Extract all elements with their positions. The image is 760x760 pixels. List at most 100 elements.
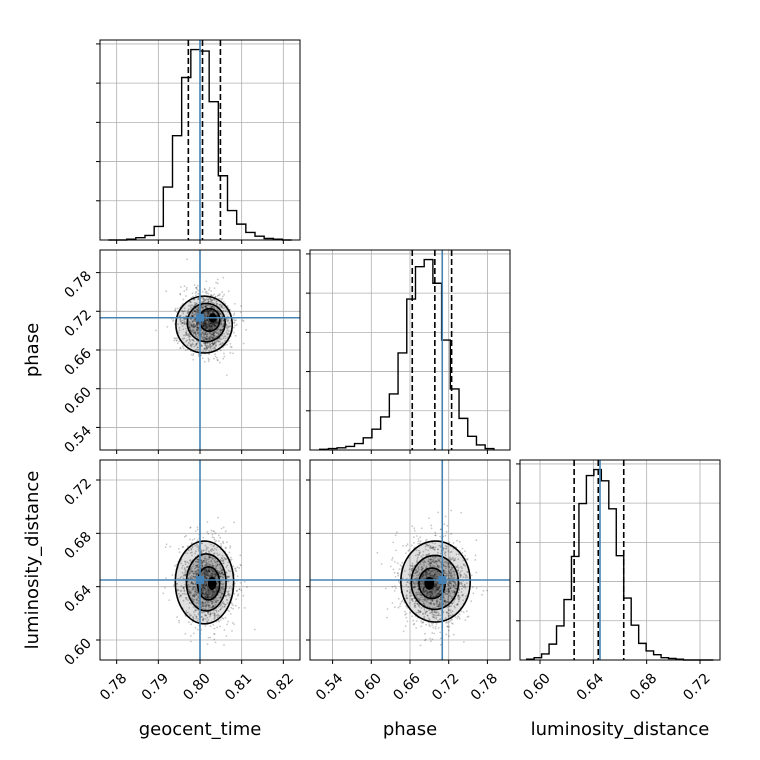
sample-point [201, 301, 203, 303]
sample-point [430, 527, 433, 530]
sample-point [184, 633, 187, 635]
sample-point [214, 573, 217, 575]
sample-point [417, 609, 420, 612]
sample-point [189, 538, 191, 541]
sample-point [210, 325, 212, 328]
sample-point [458, 600, 460, 603]
sample-point [220, 527, 223, 530]
sample-point [211, 573, 214, 575]
sample-point [183, 573, 185, 576]
sample-point [201, 600, 204, 603]
sample-point [214, 588, 217, 591]
sample-point [181, 571, 184, 574]
sample-point [427, 545, 430, 547]
sample-point [433, 548, 436, 551]
sample-point [221, 334, 224, 337]
sample-point [190, 345, 193, 348]
sample-point [402, 545, 404, 547]
sample-point [196, 328, 198, 330]
sample-point [204, 596, 207, 599]
sample-point [227, 319, 230, 322]
sample-point [444, 600, 447, 603]
sample-point [222, 526, 225, 529]
sample-point [445, 621, 447, 624]
sample-point [447, 570, 450, 572]
sample-point [201, 604, 204, 606]
sample-point [463, 584, 466, 587]
sample-point [421, 568, 423, 571]
sample-point [455, 587, 457, 590]
sample-point [217, 331, 220, 333]
sample-point [435, 593, 438, 596]
sample-point [191, 330, 193, 333]
sample-point [434, 561, 436, 563]
sample-point [194, 304, 196, 306]
sample-point [206, 315, 208, 317]
sample-point [443, 598, 446, 600]
sample-point [229, 342, 232, 345]
sample-point [202, 619, 204, 622]
sample-point [451, 622, 453, 624]
sample-point [445, 592, 447, 595]
sample-point [181, 593, 184, 595]
sample-point [415, 595, 418, 598]
sample-point [423, 587, 425, 590]
sample-point [411, 565, 414, 567]
sample-point [213, 573, 215, 576]
sample-point [208, 323, 210, 325]
sample-point [203, 324, 206, 327]
sample-point [201, 336, 204, 338]
sample-point [242, 320, 245, 322]
sample-point [451, 610, 454, 613]
sample-point [205, 584, 207, 586]
sample-point [429, 601, 432, 604]
sample-point [205, 564, 208, 566]
sample-point [200, 333, 203, 336]
sample-point [448, 635, 450, 637]
sample-point [438, 601, 441, 604]
sample-point [211, 337, 214, 340]
sample-point [422, 588, 425, 591]
sample-point [227, 592, 230, 595]
sample-point [201, 561, 204, 564]
sample-point [213, 306, 215, 309]
sample-point [202, 588, 204, 590]
sample-point [214, 355, 217, 358]
sample-point [421, 580, 424, 583]
sample-point [405, 594, 408, 597]
sample-point [200, 567, 203, 570]
sample-point [185, 315, 188, 318]
sample-point [412, 567, 414, 569]
sample-point [196, 309, 199, 312]
sample-point [431, 592, 434, 595]
sample-point [420, 594, 422, 596]
sample-point [200, 583, 203, 586]
sample-point [215, 590, 217, 593]
sample-point [205, 548, 208, 550]
sample-point [186, 348, 189, 351]
sample-point [224, 558, 227, 561]
sample-point [192, 329, 194, 332]
sample-point [211, 570, 214, 573]
sample-point [435, 586, 438, 589]
sample-point [202, 559, 205, 562]
sample-point [209, 310, 212, 312]
sample-point [437, 511, 439, 514]
sample-point [433, 573, 436, 576]
sample-point [464, 619, 467, 621]
sample-point [193, 586, 195, 589]
sample-point [195, 286, 197, 289]
sample-point [210, 573, 213, 576]
sample-point [449, 619, 452, 622]
sample-point [435, 611, 438, 614]
sample-point [207, 611, 209, 614]
sample-point [213, 342, 216, 345]
sample-point [449, 574, 452, 577]
sample-point [208, 320, 210, 323]
sample-point [214, 576, 216, 578]
sample-point [225, 309, 228, 311]
sample-point [438, 614, 440, 616]
sample-point [389, 565, 392, 568]
density-peak [207, 576, 217, 590]
sample-point [427, 549, 430, 552]
